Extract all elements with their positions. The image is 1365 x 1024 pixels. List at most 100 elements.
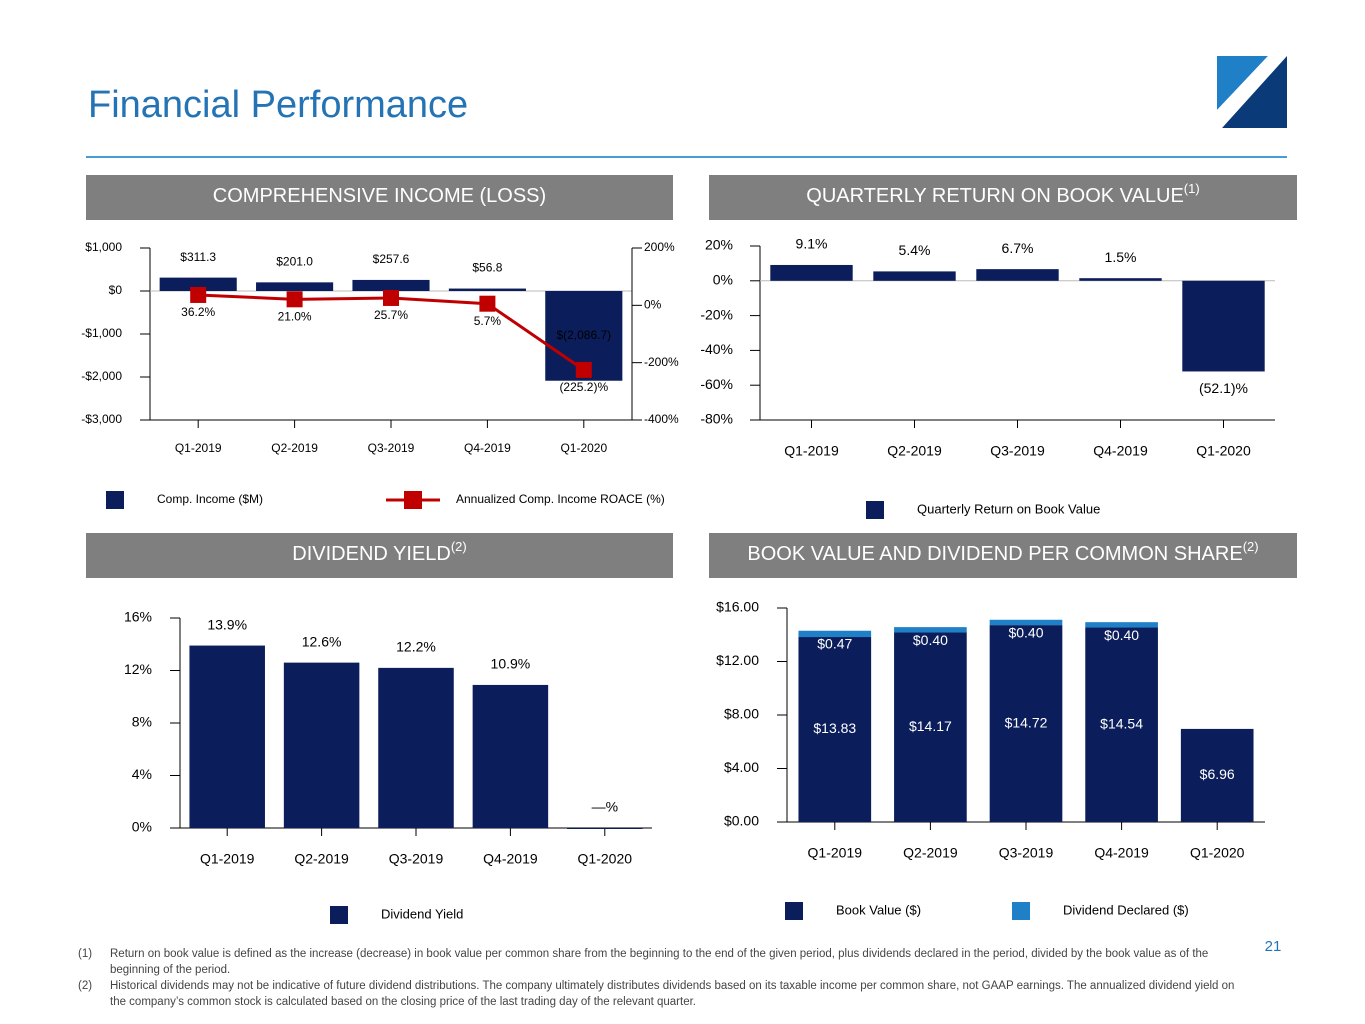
footnote-text: Historical dividends may not be indicati… (110, 980, 1235, 1008)
x-tick-label: Q4-2019 (1093, 443, 1148, 459)
data-label: 6.7% (1002, 240, 1034, 256)
data-label: 21.0% (278, 309, 312, 323)
data-label: 9.1% (796, 236, 828, 252)
y2-tick-label: -200% (644, 355, 679, 369)
data-label: $0.40 (1008, 624, 1043, 640)
data-label: $257.6 (373, 252, 410, 266)
data-label: $14.72 (1005, 714, 1048, 730)
x-tick-label: Q3-2019 (990, 443, 1045, 459)
footnote-text: Return on book value is defined as the i… (110, 948, 1209, 976)
bar (472, 684, 549, 828)
section-header: BOOK VALUE AND DIVIDEND PER COMMON SHARE… (747, 539, 1258, 565)
bar (352, 279, 430, 291)
footnote: (1) Return on book value is defined as th… (78, 946, 1238, 978)
y-tick-label: 8% (132, 714, 152, 730)
data-label: 12.2% (396, 639, 436, 655)
legend-swatch (866, 501, 884, 519)
bar (770, 264, 853, 281)
bar (798, 637, 872, 822)
y-tick-label: $0 (109, 283, 123, 297)
logo (1217, 56, 1287, 128)
y-tick-label: 0% (713, 272, 733, 288)
x-tick-label: Q1-2020 (1196, 443, 1251, 459)
x-tick-label: Q3-2019 (368, 441, 415, 455)
y-tick-label: $4.00 (724, 759, 759, 775)
bar (567, 828, 643, 829)
bar (1182, 280, 1265, 372)
x-tick-label: Q4-2019 (1094, 845, 1149, 861)
y-tick-label: 0% (132, 819, 152, 835)
x-tick-label: Q1-2020 (560, 441, 607, 455)
section-header-bg (86, 533, 673, 578)
y-tick-label: $16.00 (716, 599, 759, 615)
y-tick-label: $1,000 (85, 240, 122, 254)
section-header-note: (1) (1184, 181, 1200, 196)
y-tick-label: -$3,000 (81, 412, 122, 426)
bar (189, 645, 265, 828)
bar (894, 632, 967, 822)
x-tick-label: Q3-2019 (389, 851, 444, 867)
data-label: (52.1)% (1199, 380, 1248, 396)
bar (1085, 622, 1158, 628)
data-label: 10.9% (491, 656, 531, 672)
x-tick-label: Q1-2019 (200, 851, 255, 867)
data-label: $13.83 (813, 720, 856, 736)
bar (1079, 278, 1162, 281)
footnote-marker: (1) (78, 948, 93, 960)
x-tick-label: Q1-2020 (578, 851, 633, 867)
y2-tick-label: -400% (644, 412, 679, 426)
data-label: 13.9% (207, 616, 247, 632)
line-marker (383, 289, 399, 306)
y-tick-label: -$2,000 (81, 369, 122, 383)
y-tick-label: 16% (124, 609, 152, 625)
bar (159, 277, 237, 291)
x-tick-label: Q4-2019 (483, 851, 538, 867)
section-header: DIVIDEND YIELD(2) (292, 539, 466, 565)
x-tick-label: Q1-2019 (784, 443, 839, 459)
line-marker (479, 295, 496, 312)
y-tick-label: $0.00 (724, 813, 759, 829)
y-tick-label: $8.00 (724, 706, 759, 722)
y2-tick-label: 0% (644, 298, 662, 312)
x-tick-label: Q1-2020 (1190, 845, 1245, 861)
page-number: 21 (1265, 938, 1282, 955)
data-label: $56.8 (472, 261, 502, 275)
x-tick-label: Q2-2019 (903, 845, 958, 861)
y-tick-label: -80% (700, 411, 733, 427)
bar (989, 625, 1063, 822)
line-marker (575, 361, 592, 378)
x-tick-label: Q2-2019 (887, 443, 942, 459)
data-label: $311.3 (180, 250, 216, 264)
data-label: 12.6% (302, 633, 342, 649)
y-tick-label: 4% (132, 766, 152, 782)
section-header: COMPREHENSIVE INCOME (LOSS) (213, 185, 546, 207)
bar (989, 619, 1063, 626)
bar (798, 630, 872, 638)
legend-label: Annualized Comp. Income ROACE (%) (456, 492, 665, 506)
section-header-text: QUARTERLY RETURN ON BOOK VALUE (806, 185, 1184, 207)
data-label: 5.7% (474, 314, 502, 328)
legend-swatch (404, 491, 422, 509)
legend-label: Book Value ($) (836, 902, 921, 917)
bar (976, 269, 1059, 281)
y-tick-label: -$1,000 (81, 326, 122, 340)
data-label: $(2,086.7) (556, 328, 611, 342)
section-header-note: (2) (451, 539, 467, 554)
bar (256, 282, 334, 291)
section-header: QUARTERLY RETURN ON BOOK VALUE(1) (806, 181, 1199, 207)
x-tick-label: Q2-2019 (294, 851, 349, 867)
line-marker (190, 286, 207, 303)
data-label: $0.47 (817, 635, 852, 651)
line (198, 293, 585, 372)
legend-swatch (106, 491, 124, 509)
bar (448, 288, 526, 291)
legend-swatch (330, 906, 348, 924)
data-label: (225.2)% (559, 380, 608, 394)
x-tick-label: Q1-2019 (808, 845, 863, 861)
bar (378, 667, 454, 828)
bar (1180, 728, 1254, 822)
x-tick-label: Q3-2019 (999, 845, 1054, 861)
section-header-bg (709, 533, 1297, 578)
data-label: $6.96 (1200, 766, 1235, 782)
